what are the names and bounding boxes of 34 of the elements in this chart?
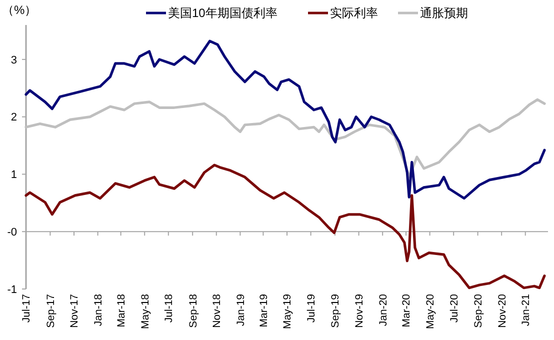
x-tick-label: Jan-20: [377, 294, 390, 326]
y-tick-label: 3: [10, 54, 17, 66]
x-tick-label: Nov-17: [68, 294, 81, 328]
x-tick-label: May-18: [139, 294, 152, 330]
x-tick-label: Jan-21: [520, 294, 532, 326]
x-tick-label: Sep-17: [44, 294, 57, 328]
x-tick-label: May-20: [424, 294, 436, 330]
x-tick-label: Jul-17: [20, 294, 33, 323]
x-tick-label: May-19: [282, 294, 294, 330]
x-tick-label: Jul-20: [448, 294, 460, 323]
x-tick-label: Nov-18: [211, 294, 224, 328]
y-axis-title: （%）: [2, 3, 37, 17]
line-series: [24, 40, 546, 200]
x-tick-label: Mar-18: [115, 294, 128, 328]
x-tick-label: Jan-18: [92, 294, 104, 326]
x-tick-label: Sep-20: [472, 294, 484, 328]
legend-label: 通胀预期: [420, 6, 468, 20]
x-tick-label: Nov-19: [353, 294, 366, 328]
line-series: [24, 98, 546, 178]
y-tick-label: -1: [7, 284, 17, 296]
x-tick-label: Jul-19: [305, 294, 318, 323]
y-tick-label: 2: [10, 112, 17, 124]
x-tick-label: Jul-18: [163, 294, 176, 323]
x-tick-label: Sep-19: [330, 294, 342, 328]
line-series: [24, 164, 546, 290]
x-tick-label: Sep-18: [187, 294, 200, 328]
legend-label: 实际利率: [330, 6, 378, 20]
x-tick-label: Mar-20: [400, 294, 413, 328]
x-tick-label: Jan-19: [234, 294, 247, 326]
x-tick-label: Mar-19: [258, 294, 270, 328]
y-tick-label: -0: [7, 226, 17, 238]
x-tick-label: Nov-20: [496, 294, 508, 328]
legend-label: 美国10年期国债利率: [168, 6, 278, 20]
y-tick-label: 1: [10, 169, 17, 182]
